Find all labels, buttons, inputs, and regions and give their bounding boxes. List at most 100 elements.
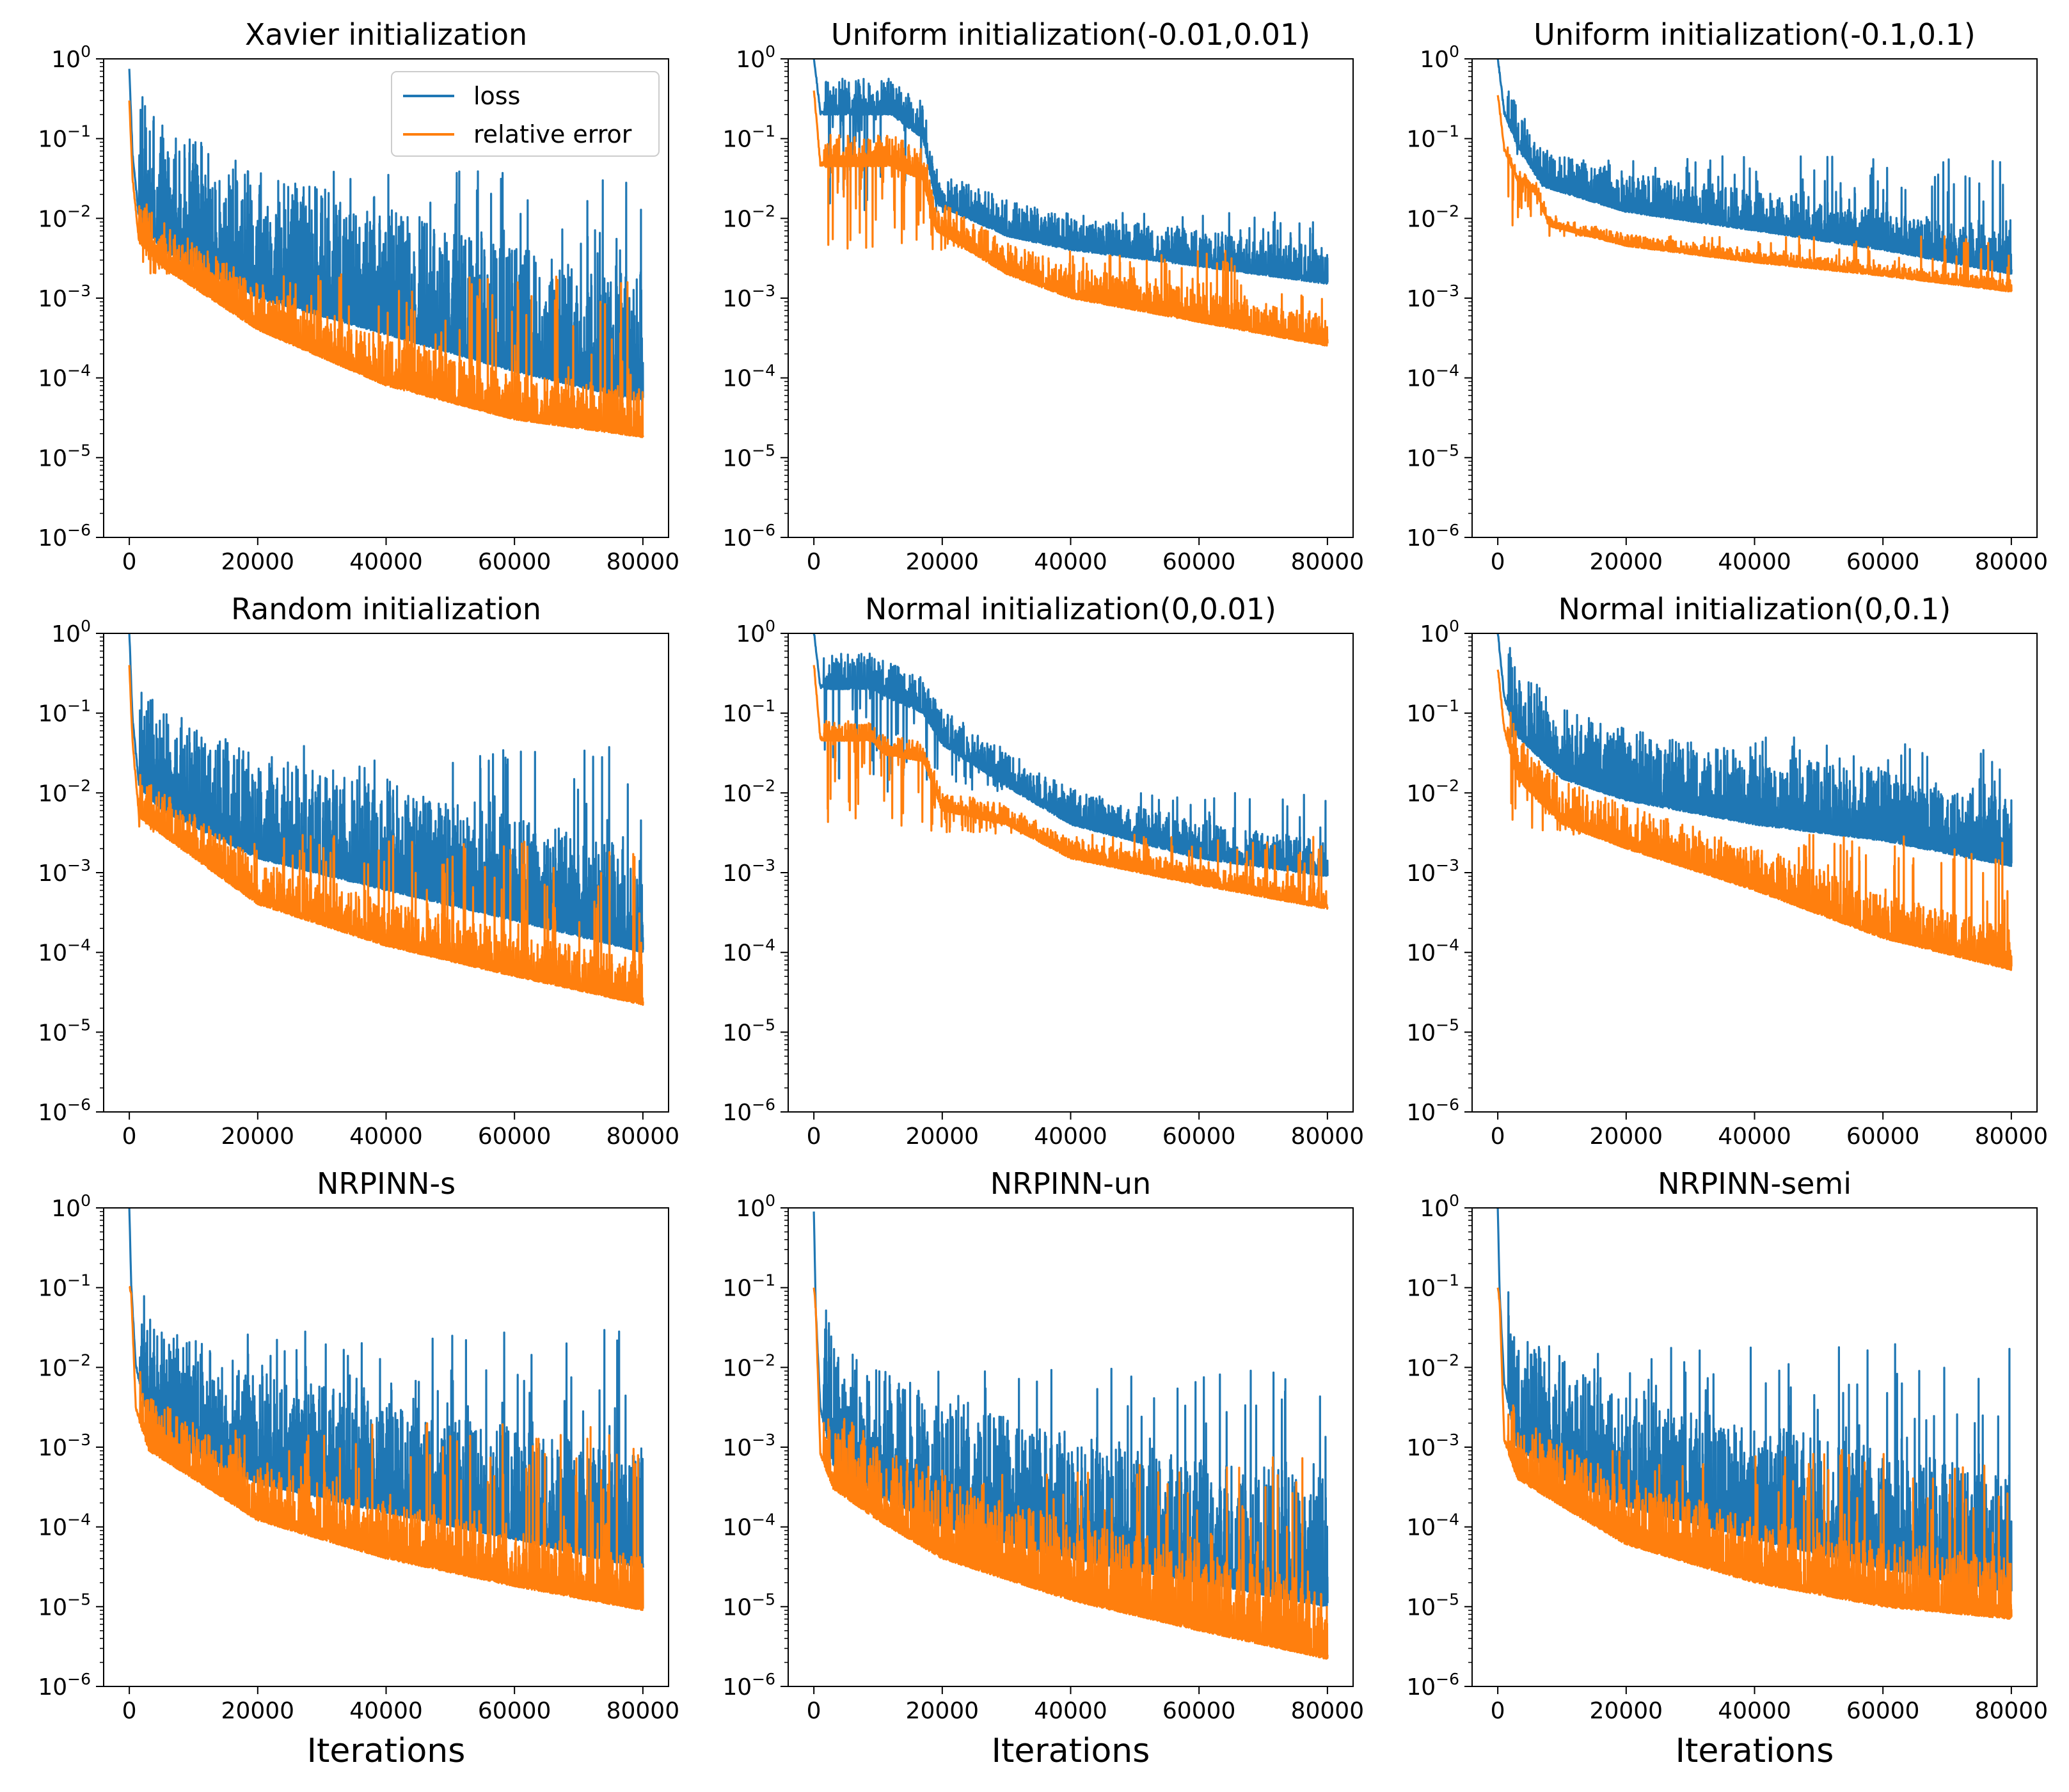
panel-title: Normal initialization(0,0.1): [1558, 592, 1951, 626]
panel-4: 100 10−1 10−2 10−3 10−4 10−5 10−6 0 20000 40000 60…: [38, 592, 679, 1150]
panel-title: Random initialization: [231, 592, 541, 626]
x-tick-label: 80000: [1291, 549, 1365, 575]
y-tick-label: 10−3: [1406, 856, 1459, 887]
x-tick-label: 0: [807, 549, 821, 575]
y-tick-label: 10−6: [38, 1095, 91, 1126]
x-tick-label: 40000: [1034, 549, 1107, 575]
legend-label: loss: [473, 82, 520, 110]
x-tick-label: 20000: [1590, 1698, 1663, 1724]
y-tick-label: 100: [736, 42, 775, 73]
y-tick-label: 10−2: [1406, 1351, 1459, 1381]
x-tick-label: 40000: [1034, 1123, 1107, 1150]
x-tick-label: 80000: [606, 1698, 680, 1724]
x-tick-label: 80000: [1975, 549, 2049, 575]
y-tick-label: 10−5: [38, 1015, 91, 1046]
y-tick-label: 10−3: [38, 281, 91, 312]
y-tick-label: 10−6: [38, 521, 91, 551]
x-tick-label: 40000: [1718, 1698, 1791, 1724]
x-tick-label: 40000: [1718, 549, 1791, 575]
axes-frame: [1471, 58, 2038, 538]
x-tick-label: 80000: [1291, 1123, 1365, 1150]
y-tick-label: 10−3: [1406, 1431, 1459, 1461]
x-tick-label: 0: [122, 1698, 137, 1724]
y-tick-label: 100: [736, 1191, 775, 1222]
y-tick-label: 100: [51, 1191, 91, 1222]
y-tick-label: 10−6: [1406, 521, 1459, 551]
y-tick-label: 10−1: [722, 697, 775, 727]
panel-title: Normal initialization(0,0.01): [865, 592, 1276, 626]
y-tick-label: 10−6: [1406, 1670, 1459, 1701]
series-relative-error-line: [1496, 1287, 2013, 1620]
y-tick-label: 10−1: [722, 1271, 775, 1302]
x-tick-label: 60000: [1162, 1123, 1236, 1150]
series-loss-line: [813, 59, 1329, 285]
series-loss-line: [813, 633, 1329, 877]
series-relative-error-line: [1496, 95, 2013, 293]
y-tick-label: 10−3: [38, 1431, 91, 1461]
y-tick-label: 100: [1420, 1191, 1459, 1222]
y-tick-label: 10−3: [1406, 281, 1459, 312]
series-relative-error-line: [128, 100, 644, 438]
y-tick-label: 10−3: [722, 856, 775, 887]
y-tick-label: 10−1: [1406, 697, 1459, 727]
y-tick-label: 100: [1420, 617, 1459, 647]
x-tick-label: 60000: [1162, 549, 1236, 575]
y-tick-label: 100: [51, 617, 91, 647]
y-tick-label: 10−6: [1406, 1095, 1459, 1126]
y-tick-label: 100: [51, 42, 91, 73]
x-tick-label: 0: [122, 1123, 137, 1150]
x-tick-label: 40000: [1718, 1123, 1791, 1150]
series-relative-error-line: [813, 665, 1329, 910]
x-tick-label: 0: [1491, 549, 1505, 575]
panel-title: Uniform initialization(-0.1,0.1): [1534, 17, 1976, 52]
y-tick-label: 10−2: [38, 1351, 91, 1381]
y-tick-label: 10−4: [38, 1511, 91, 1541]
y-tick-label: 10−1: [38, 697, 91, 727]
panel-2: 100 10−1 10−2 10−3 10−4 10−5 10−6 0 20000 40000 60…: [722, 17, 1364, 575]
x-tick-label: 0: [807, 1123, 821, 1150]
x-tick-label: 0: [1491, 1698, 1505, 1724]
x-tick-label: 60000: [1846, 1123, 1920, 1150]
panel-3: 100 10−1 10−2 10−3 10−4 10−5 10−6 0 20000 40000 60…: [1406, 17, 2048, 575]
series-relative-error-line: [1496, 669, 2013, 971]
x-tick-label: 60000: [478, 549, 551, 575]
y-tick-label: 100: [1420, 42, 1459, 73]
y-tick-label: 10−2: [722, 776, 775, 807]
y-tick-label: 10−4: [722, 1511, 775, 1541]
panel-title: Xavier initialization: [245, 17, 527, 52]
x-tick-label: 60000: [1162, 1698, 1236, 1724]
panel-8: 100 10−1 10−2 10−3 10−4 10−5 10−6 0 20000 40000 60…: [722, 1166, 1364, 1770]
panel-7: 100 10−1 10−2 10−3 10−4 10−5 10−6 0 20000 40000 60…: [38, 1166, 679, 1770]
y-tick-label: 10−4: [722, 936, 775, 967]
y-tick-label: 10−5: [38, 441, 91, 472]
y-tick-label: 10−2: [38, 202, 91, 232]
y-tick-label: 10−4: [38, 936, 91, 967]
panel-title: Uniform initialization(-0.01,0.01): [831, 17, 1310, 52]
y-tick-label: 10−3: [722, 1431, 775, 1461]
x-tick-label: 80000: [606, 549, 680, 575]
y-tick-label: 10−1: [1406, 122, 1459, 153]
x-tick-label: 80000: [1975, 1123, 2049, 1150]
x-tick-label: 20000: [906, 1123, 979, 1150]
panel-title: NRPINN-semi: [1658, 1166, 1851, 1201]
x-tick-label: 20000: [906, 549, 979, 575]
series-relative-error-line: [813, 90, 1329, 347]
x-tick-label: 60000: [478, 1698, 551, 1724]
y-tick-label: 10−6: [38, 1670, 91, 1701]
panel-5: 100 10−1 10−2 10−3 10−4 10−5 10−6 0 20000 40000 60…: [722, 592, 1364, 1150]
y-tick-label: 10−4: [1406, 936, 1459, 967]
y-tick-label: 10−6: [722, 521, 775, 551]
x-tick-label: 80000: [1291, 1698, 1365, 1724]
x-tick-label: 20000: [1590, 1123, 1663, 1150]
series-relative-error-line: [129, 1286, 644, 1612]
y-tick-label: 10−2: [1406, 776, 1459, 807]
y-tick-label: 10−5: [1406, 441, 1459, 472]
x-tick-label: 0: [122, 549, 137, 575]
x-tick-label: 0: [1491, 1123, 1505, 1150]
y-tick-label: 10−2: [722, 202, 775, 232]
x-tick-label: 40000: [1034, 1698, 1107, 1724]
y-tick-label: 10−4: [722, 361, 775, 392]
y-tick-label: 10−6: [722, 1095, 775, 1126]
y-tick-label: 10−5: [1406, 1015, 1459, 1046]
legend: loss relative error: [391, 71, 660, 157]
